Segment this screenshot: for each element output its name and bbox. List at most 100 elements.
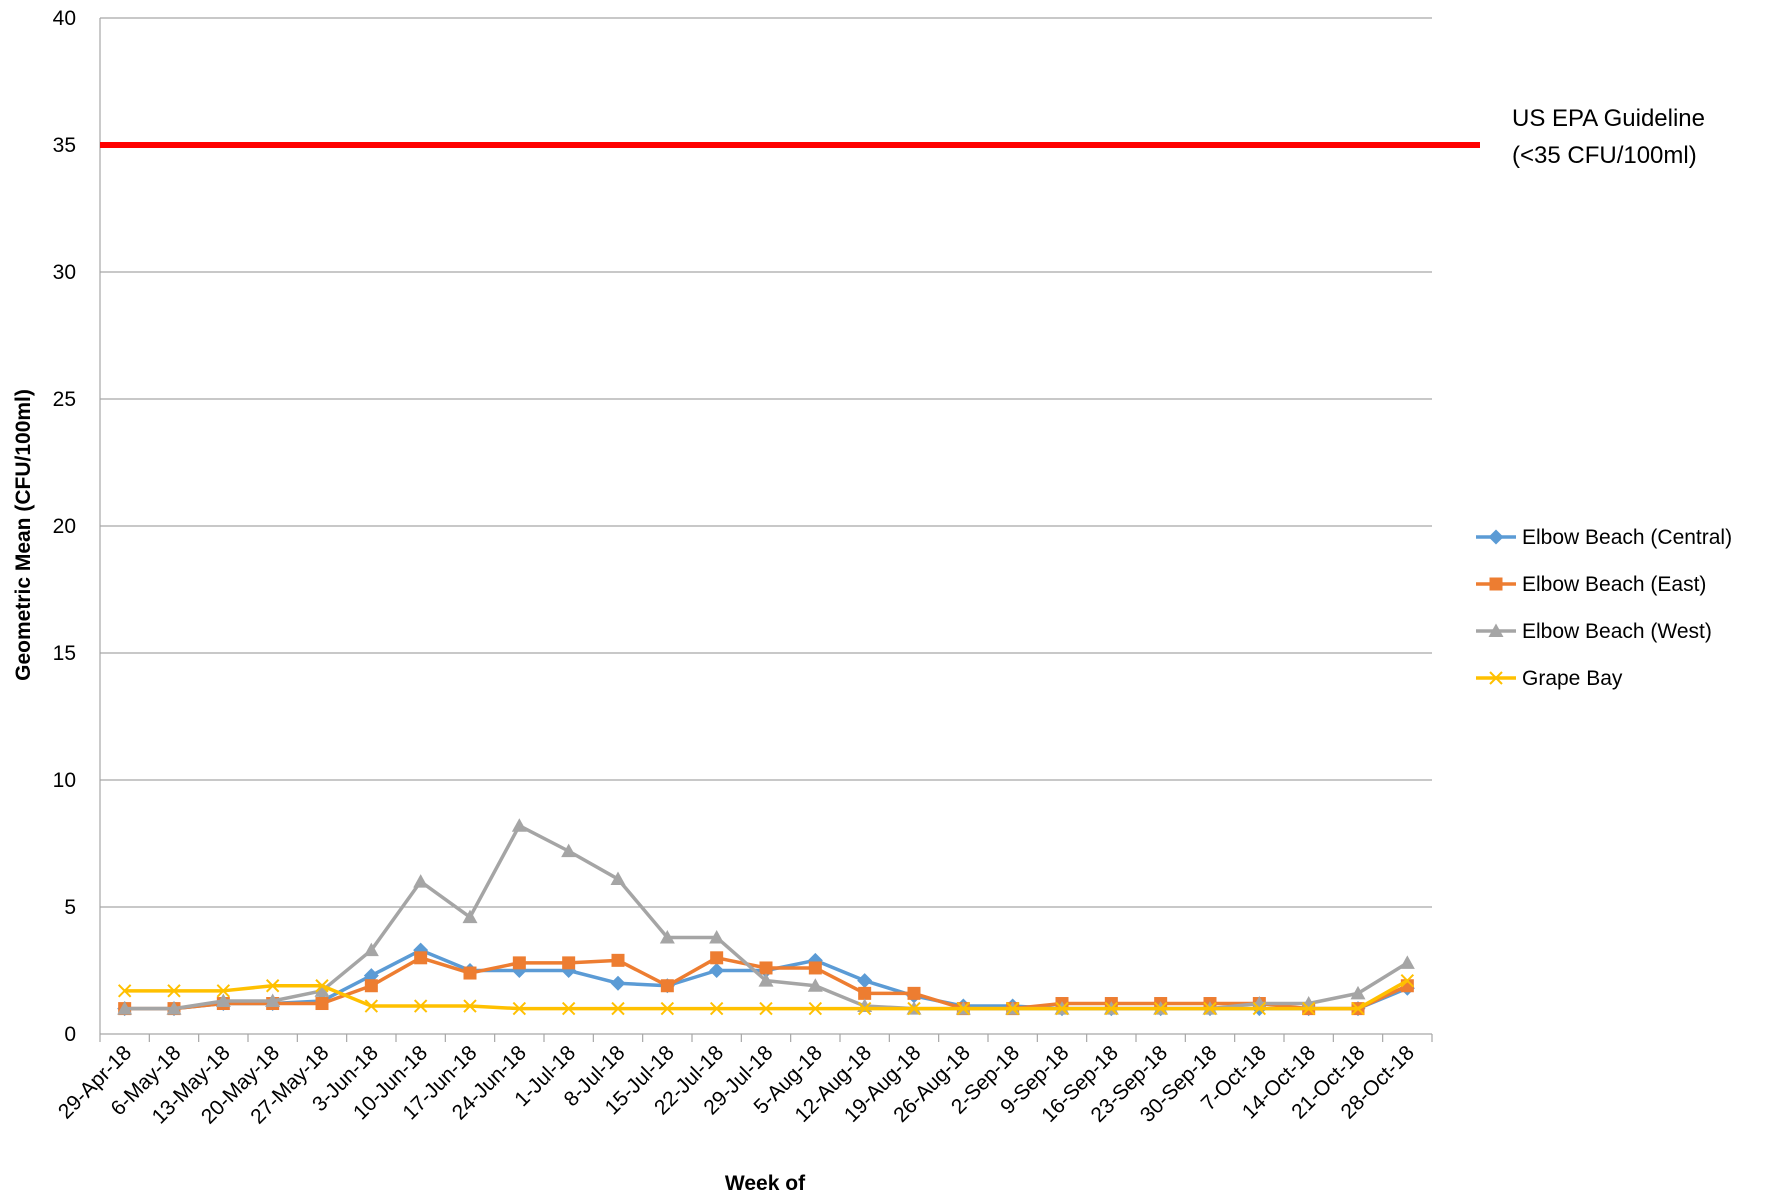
- data-point: [709, 929, 725, 944]
- data-point: [1104, 1001, 1119, 1016]
- data-point-stroke: [857, 1001, 872, 1016]
- data-point: [610, 871, 626, 886]
- data-point: [1400, 973, 1415, 988]
- legend-item: Grape Bay: [1476, 667, 1623, 690]
- epa-guideline-label: US EPA Guideline: [1512, 105, 1705, 132]
- legend-item: Elbow Beach (West): [1476, 620, 1712, 643]
- data-point-stroke: [561, 1001, 576, 1016]
- legend-item: Elbow Beach (East): [1476, 573, 1706, 596]
- data-point-stroke: [167, 984, 181, 998]
- data-point-stroke: [1351, 1001, 1365, 1016]
- legend-label: Elbow Beach (East): [1522, 573, 1706, 596]
- data-point: [414, 951, 428, 965]
- series-3: [117, 973, 1415, 1016]
- data-point: [216, 984, 231, 998]
- gridlines: [100, 17, 1432, 908]
- legend-label: Elbow Beach (West): [1522, 620, 1712, 643]
- data-point: [1399, 955, 1415, 969]
- data-point: [710, 951, 724, 965]
- data-point-stroke: [1252, 1001, 1267, 1016]
- data-point-stroke: [759, 1001, 773, 1016]
- data-point: [907, 1001, 921, 1016]
- data-point: [463, 966, 477, 980]
- y-tick-label: 0: [64, 1023, 76, 1046]
- data-point: [364, 999, 379, 1013]
- y-tick-label: 15: [53, 642, 76, 665]
- data-point: [463, 999, 477, 1013]
- data-point: [1489, 577, 1503, 591]
- data-point-stroke: [1400, 973, 1415, 988]
- data-point: [857, 973, 873, 989]
- data-point: [611, 1001, 625, 1016]
- data-point: [1203, 1001, 1217, 1016]
- y-axis-title: Geometric Mean (CFU/100ml): [12, 389, 35, 681]
- data-point-stroke: [808, 1001, 823, 1016]
- data-point: [660, 1001, 675, 1016]
- y-tick-label: 10: [53, 769, 76, 792]
- data-point-stroke: [1203, 1001, 1217, 1016]
- data-point: [117, 1001, 133, 1015]
- data-point: [315, 997, 329, 1011]
- data-point: [562, 956, 576, 970]
- data-point: [166, 1001, 182, 1015]
- data-point: [413, 999, 428, 1013]
- data-point: [364, 979, 378, 993]
- y-tick-label: 30: [53, 261, 76, 284]
- data-point-stroke: [265, 979, 280, 993]
- y-tick-label: 20: [53, 515, 76, 538]
- data-point-stroke: [956, 1001, 971, 1016]
- data-point: [660, 979, 674, 993]
- data-point: [363, 942, 379, 957]
- data-point: [413, 874, 429, 888]
- data-point: [759, 1001, 773, 1016]
- data-point: [709, 963, 725, 978]
- data-point-stroke: [315, 979, 329, 993]
- data-point: [561, 1001, 576, 1016]
- data-point: [1351, 1001, 1365, 1016]
- data-point: [858, 986, 872, 1000]
- data-point-stroke: [1005, 1001, 1020, 1016]
- data-point-stroke: [512, 1001, 527, 1016]
- data-point: [808, 1001, 823, 1016]
- data-point: [511, 818, 527, 832]
- data-point: [611, 953, 625, 967]
- data-point-stroke: [660, 1001, 675, 1016]
- data-point: [758, 973, 774, 987]
- data-point: [315, 979, 329, 993]
- data-point-stroke: [1104, 1001, 1119, 1016]
- y-tick-label: 25: [53, 388, 76, 411]
- data-point: [167, 984, 181, 998]
- data-point: [759, 961, 773, 975]
- data-point: [907, 986, 921, 1000]
- legend-label: Grape Bay: [1522, 667, 1623, 690]
- data-point-stroke: [364, 999, 379, 1013]
- data-point: [610, 975, 626, 991]
- data-point-stroke: [1489, 671, 1503, 685]
- data-point: [956, 1001, 971, 1016]
- data-point: [1488, 529, 1504, 545]
- data-point-stroke: [216, 984, 231, 998]
- data-point: [857, 1001, 872, 1016]
- data-point: [808, 961, 822, 975]
- y-tick-label: 35: [53, 134, 76, 157]
- x-axis-title: Week of: [725, 1172, 806, 1194]
- data-point: [215, 993, 231, 1007]
- data-point: [1489, 671, 1503, 685]
- data-point: [1301, 1001, 1316, 1016]
- data-point-stroke: [463, 999, 477, 1013]
- data-point-stroke: [117, 984, 132, 998]
- data-point: [512, 956, 526, 970]
- data-point: [807, 978, 823, 992]
- data-point: [265, 979, 280, 993]
- data-point-stroke: [1153, 1001, 1168, 1016]
- y-tick-label: 40: [53, 7, 76, 30]
- series-group: [117, 818, 1415, 1017]
- data-point-stroke: [611, 1001, 625, 1016]
- legend: Elbow Beach (Central) Elbow Beach (East) E…: [1476, 526, 1732, 690]
- data-point: [709, 1001, 724, 1016]
- data-point: [1350, 985, 1366, 1000]
- data-point: [462, 909, 478, 924]
- data-point: [1252, 1001, 1267, 1016]
- data-point: [512, 1001, 527, 1016]
- data-point: [265, 993, 281, 1007]
